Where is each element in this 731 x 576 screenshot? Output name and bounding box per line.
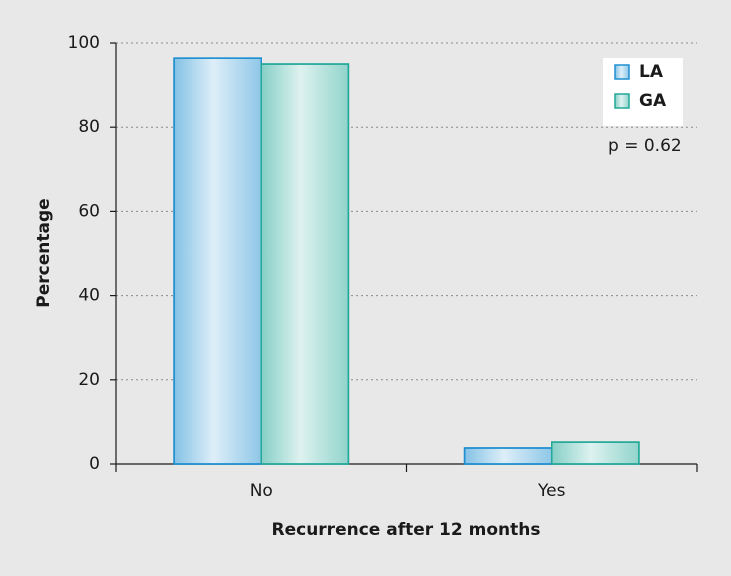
bar-shade [463, 447, 553, 465]
y-axis-label: Percentage [34, 198, 54, 307]
x-tick-label: No [250, 481, 273, 501]
bar-shade [551, 441, 640, 465]
y-tick-label: 20 [78, 370, 100, 390]
legend-label: LA [639, 62, 664, 82]
y-tick-label: 60 [78, 201, 100, 221]
bar-shade [173, 57, 263, 465]
legend-swatch [614, 93, 630, 109]
y-tick-label: 80 [78, 117, 100, 137]
y-tick-label: 0 [89, 454, 100, 474]
bar-shade [260, 63, 350, 465]
y-tick-label: 100 [68, 33, 100, 53]
y-tick-label: 40 [78, 286, 100, 306]
legend-swatch [614, 64, 630, 80]
x-tick-label: Yes [537, 481, 566, 501]
x-axis-label: Recurrence after 12 months [272, 520, 541, 540]
annotation: p = 0.62 [608, 136, 682, 156]
legend-label: GA [639, 91, 667, 111]
